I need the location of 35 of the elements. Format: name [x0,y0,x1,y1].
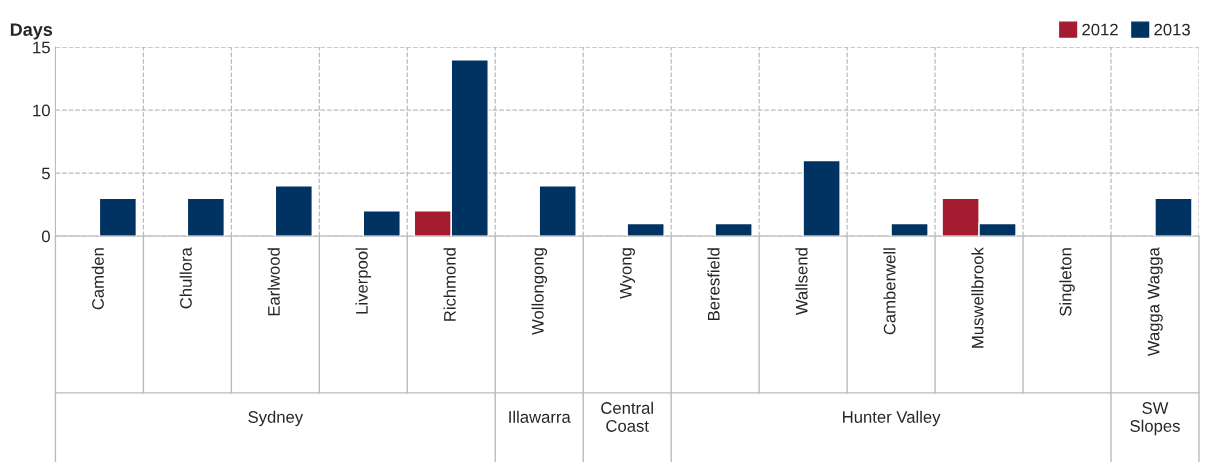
bar [802,159,841,237]
y-tick-label: 10 [33,104,50,117]
x-tick-label: Richmond [443,248,456,321]
text: Illawarra [509,410,571,423]
bar [274,184,313,237]
bar [890,222,929,237]
x-tick-label: Wollongong [531,248,548,335]
x-tick-label: Beresfield [707,248,720,320]
bar [186,197,226,237]
y-tick-label: 15 [33,41,50,54]
x-tick-label: Earlwood [267,248,280,316]
y-tick-label: 0 [41,230,50,243]
text: SW Slopes [1130,402,1180,436]
bar [626,222,665,237]
x-tick-label: Wagga Wagga [1147,247,1163,357]
x-tick-label: Chullora [179,247,192,309]
text: Hunter Valley [843,410,941,427]
text: Sydney [248,410,304,427]
y-axis-title: Days [10,23,53,40]
bar [362,210,401,237]
legend-label: 2013 [1154,23,1190,36]
text: Central Coast [601,401,653,432]
x-tick-label: Wallsend [795,248,808,316]
x-tick-label: Camberwell [883,248,896,335]
x-tick-label: Liverpool [355,248,372,314]
legend-label: 2012 [1082,23,1118,36]
bar [714,222,753,237]
bar [98,197,138,237]
x-tick-label: Muswellbrook [971,247,984,348]
x-tick-label: Camden [91,248,104,310]
bar [538,184,577,237]
x-tick-label: Singleton [1059,248,1075,316]
x-tick-label: Wyong [620,248,635,299]
bar [1154,197,1193,237]
y-tick-label: 5 [41,167,50,180]
